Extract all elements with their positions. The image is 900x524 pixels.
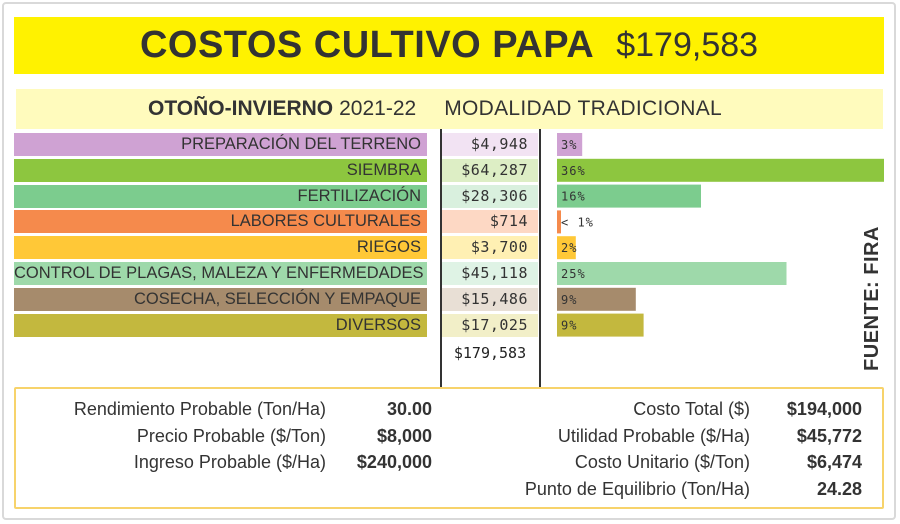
percent-label: 3% xyxy=(561,138,577,152)
summary-value: $8,000 xyxy=(376,426,432,446)
cost-value: $17,025 xyxy=(440,313,538,337)
percent-label: 9% xyxy=(561,319,577,333)
category-label: CONTROL DE PLAGAS, MALEZA Y ENFERMEDADES xyxy=(14,262,427,285)
summary-value: $6,474 xyxy=(806,452,862,472)
summary-label: Rendimiento Probable (Ton/Ha) xyxy=(73,399,326,419)
percent-bar xyxy=(557,184,701,208)
cost-value: $4,948 xyxy=(440,133,538,156)
season-label: OTOÑO-INVIERNO xyxy=(148,97,334,120)
percent-label: 36% xyxy=(561,164,586,178)
percent-bar xyxy=(557,313,644,337)
summary-right-row-4: Punto de Equilibrio (Ton/Ha) 24.28 xyxy=(456,476,862,502)
summary-box: Rendimiento Probable (Ton/Ha) 30.00 Prec… xyxy=(14,387,884,509)
summary-label: Punto de Equilibrio (Ton/Ha) xyxy=(524,479,750,499)
summary-value: $45,772 xyxy=(796,426,862,446)
category-label: LABORES CULTURALES xyxy=(14,210,427,234)
summary-label: Costo Unitario ($/Ton) xyxy=(574,452,750,472)
summary-value: $194,000 xyxy=(786,399,862,419)
column-divider-right xyxy=(539,129,541,388)
summary-label: Costo Total ($) xyxy=(633,399,750,419)
category-label: DIVERSOS xyxy=(14,313,427,337)
percent-bar xyxy=(557,133,583,156)
percent-label: < 1% xyxy=(561,215,594,229)
percent-bar xyxy=(557,287,636,311)
summary-right-row-3: Costo Unitario ($/Ton) $6,474 xyxy=(456,449,862,475)
cost-total-value: $179,583 xyxy=(453,344,527,362)
title-banner: COSTOS CULTIVO PAPA $179,583 xyxy=(14,17,884,74)
summary-label: Ingreso Probable ($/Ha) xyxy=(133,452,326,472)
mode-label: MODALIDAD TRADICIONAL xyxy=(444,97,722,120)
source-note: FUENTE: FIRA xyxy=(842,225,900,371)
cost-value: $3,700 xyxy=(440,236,538,260)
column-divider-left xyxy=(440,129,442,388)
cost-value: $45,118 xyxy=(440,262,538,285)
category-label: SIEMBRA xyxy=(14,158,427,182)
percent-bar xyxy=(557,262,787,285)
summary-right-row-2: Utilidad Probable ($/Ha) $45,772 xyxy=(456,423,862,449)
category-label: COSECHA, SELECCIÓN Y EMPAQUE xyxy=(14,287,427,311)
summary-label: Precio Probable ($/Ton) xyxy=(136,426,326,446)
percent-bar xyxy=(557,158,884,182)
source-text: FUENTE: FIRA xyxy=(860,225,883,371)
summary-left-row-1: Rendimiento Probable (Ton/Ha) 30.00 xyxy=(16,396,436,422)
percent-bar xyxy=(557,210,561,234)
chart-title: COSTOS CULTIVO PAPA xyxy=(139,24,595,66)
category-label: FERTILIZACIÓN xyxy=(14,184,427,208)
title-total-amount: $179,583 xyxy=(616,26,759,64)
cost-value: $15,486 xyxy=(440,287,538,311)
percent-label: 2% xyxy=(561,241,577,255)
percent-label: 9% xyxy=(561,293,577,307)
summary-left-row-2: Precio Probable ($/Ton) $8,000 xyxy=(16,423,436,449)
summary-label: Utilidad Probable ($/Ha) xyxy=(557,426,750,446)
category-label: RIEGOS xyxy=(14,236,427,260)
cost-value: $714 xyxy=(440,210,538,234)
category-label: PREPARACIÓN DEL TERRENO xyxy=(14,133,427,156)
year-label: 2021-22 xyxy=(339,97,417,120)
summary-value: $240,000 xyxy=(356,452,432,472)
subtitle-banner: OTOÑO-INVIERNO 2021-22 MODALIDAD TRADICI… xyxy=(16,89,883,129)
summary-value: 24.28 xyxy=(816,479,862,499)
percent-label: 25% xyxy=(561,267,586,281)
summary-left-row-3: Ingreso Probable ($/Ha) $240,000 xyxy=(16,449,436,475)
summary-right-row-1: Costo Total ($) $194,000 xyxy=(456,396,862,422)
cost-value: $28,306 xyxy=(440,184,538,208)
percent-bar xyxy=(557,236,576,260)
cost-value: $64,287 xyxy=(440,158,538,182)
summary-value: 30.00 xyxy=(386,399,432,419)
percent-label: 16% xyxy=(561,190,586,204)
